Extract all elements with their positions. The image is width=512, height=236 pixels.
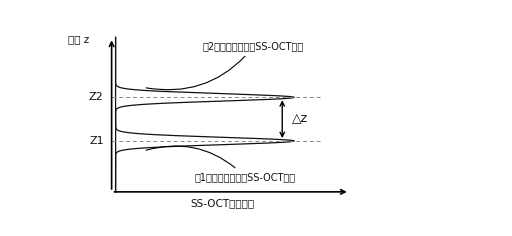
Text: 位置 z: 位置 z: [68, 34, 89, 44]
Text: 第1シート材からのSS-OCT信号: 第1シート材からのSS-OCT信号: [146, 146, 296, 182]
Text: △z: △z: [292, 113, 308, 126]
Text: SS-OCT信号強度: SS-OCT信号強度: [190, 198, 255, 208]
Text: Z2: Z2: [89, 92, 103, 102]
Text: Z1: Z1: [89, 136, 103, 146]
Text: 第2シート材からのSS-OCT信号: 第2シート材からのSS-OCT信号: [146, 42, 304, 90]
